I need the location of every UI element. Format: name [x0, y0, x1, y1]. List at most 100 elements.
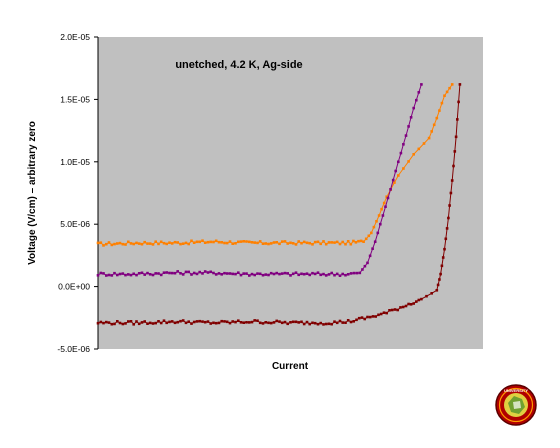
data-point: [381, 214, 385, 217]
data-point: [118, 321, 122, 325]
data-point: [198, 240, 201, 244]
data-point: [362, 240, 365, 243]
data-point: [443, 247, 446, 251]
data-point: [237, 319, 240, 322]
data-point: [435, 116, 439, 120]
y-tick-label: -5.0E-06: [57, 344, 90, 354]
data-point: [354, 241, 358, 244]
data-point: [231, 272, 234, 276]
data-point: [256, 272, 259, 275]
data-point: [99, 241, 103, 244]
data-point: [361, 268, 364, 271]
data-point: [302, 272, 306, 276]
data-point: [407, 160, 410, 163]
data-point: [203, 241, 207, 244]
y-tick-label: 0.0E+00: [58, 282, 90, 292]
data-point: [140, 321, 144, 324]
data-point: [132, 323, 135, 326]
data-point: [278, 320, 281, 323]
data-point: [384, 205, 387, 208]
data-point: [190, 239, 193, 243]
data-point: [379, 222, 382, 226]
data-point: [228, 321, 232, 325]
data-point: [425, 294, 428, 298]
data-point: [404, 134, 408, 137]
data-point: [248, 321, 251, 324]
data-point: [157, 242, 160, 246]
data-point: [192, 241, 196, 244]
data-point: [386, 196, 390, 200]
data-point: [333, 241, 336, 244]
data-point: [454, 135, 458, 139]
data-point: [357, 316, 361, 320]
data-point: [402, 143, 405, 146]
data-point: [441, 256, 445, 259]
data-point: [275, 241, 278, 244]
data-point: [129, 242, 133, 245]
logo-caption: UNIVERSITY: [504, 388, 528, 393]
data-point: [146, 271, 149, 275]
data-point: [267, 321, 270, 325]
data-point: [436, 283, 440, 287]
data-point: [96, 274, 100, 277]
data-point: [440, 101, 444, 105]
data-point: [300, 272, 303, 276]
data-point: [391, 178, 395, 182]
data-point: [352, 239, 355, 243]
data-point: [297, 321, 300, 324]
data-point: [179, 242, 182, 246]
data-point: [364, 237, 368, 241]
data-point: [170, 271, 174, 275]
data-point: [140, 242, 144, 246]
data-point: [258, 272, 262, 276]
data-point: [422, 142, 426, 145]
data-point: [300, 241, 303, 245]
data-point: [248, 274, 251, 277]
data-point: [283, 271, 287, 275]
data-point: [214, 273, 218, 276]
data-point: [319, 321, 322, 325]
data-point: [267, 273, 270, 277]
data-point: [237, 240, 240, 244]
data-point: [176, 270, 179, 273]
data-point: [154, 240, 157, 243]
data-point: [448, 204, 451, 207]
data-point: [313, 272, 317, 276]
data-point: [313, 321, 317, 325]
data-point: [294, 320, 298, 324]
data-point: [355, 318, 358, 322]
data-point: [102, 272, 105, 275]
data-point: [322, 272, 325, 276]
data-point: [291, 272, 295, 276]
data-point: [237, 271, 240, 274]
data-point: [456, 118, 459, 121]
data-point: [124, 322, 127, 325]
data-point: [338, 319, 342, 323]
data-point: [170, 242, 174, 245]
data-point: [113, 322, 116, 326]
data-point: [110, 243, 114, 247]
data-point: [344, 273, 347, 277]
data-point: [165, 321, 168, 325]
data-point: [148, 242, 152, 245]
data-point: [319, 242, 322, 246]
data-point: [417, 298, 421, 302]
data-point: [110, 274, 114, 277]
data-point: [322, 323, 325, 326]
data-point: [250, 241, 254, 244]
y-tick-label: 1.5E-05: [60, 94, 90, 104]
data-point: [393, 308, 397, 311]
data-point: [435, 289, 439, 292]
data-point: [401, 305, 405, 309]
data-point: [127, 240, 130, 244]
data-point: [220, 241, 223, 244]
data-point: [430, 292, 433, 295]
data-point: [261, 322, 265, 325]
data-point: [394, 169, 397, 173]
data-point: [228, 272, 232, 275]
data-point: [140, 271, 144, 275]
data-point: [349, 320, 353, 324]
data-point: [412, 153, 415, 156]
data-point: [217, 240, 221, 244]
